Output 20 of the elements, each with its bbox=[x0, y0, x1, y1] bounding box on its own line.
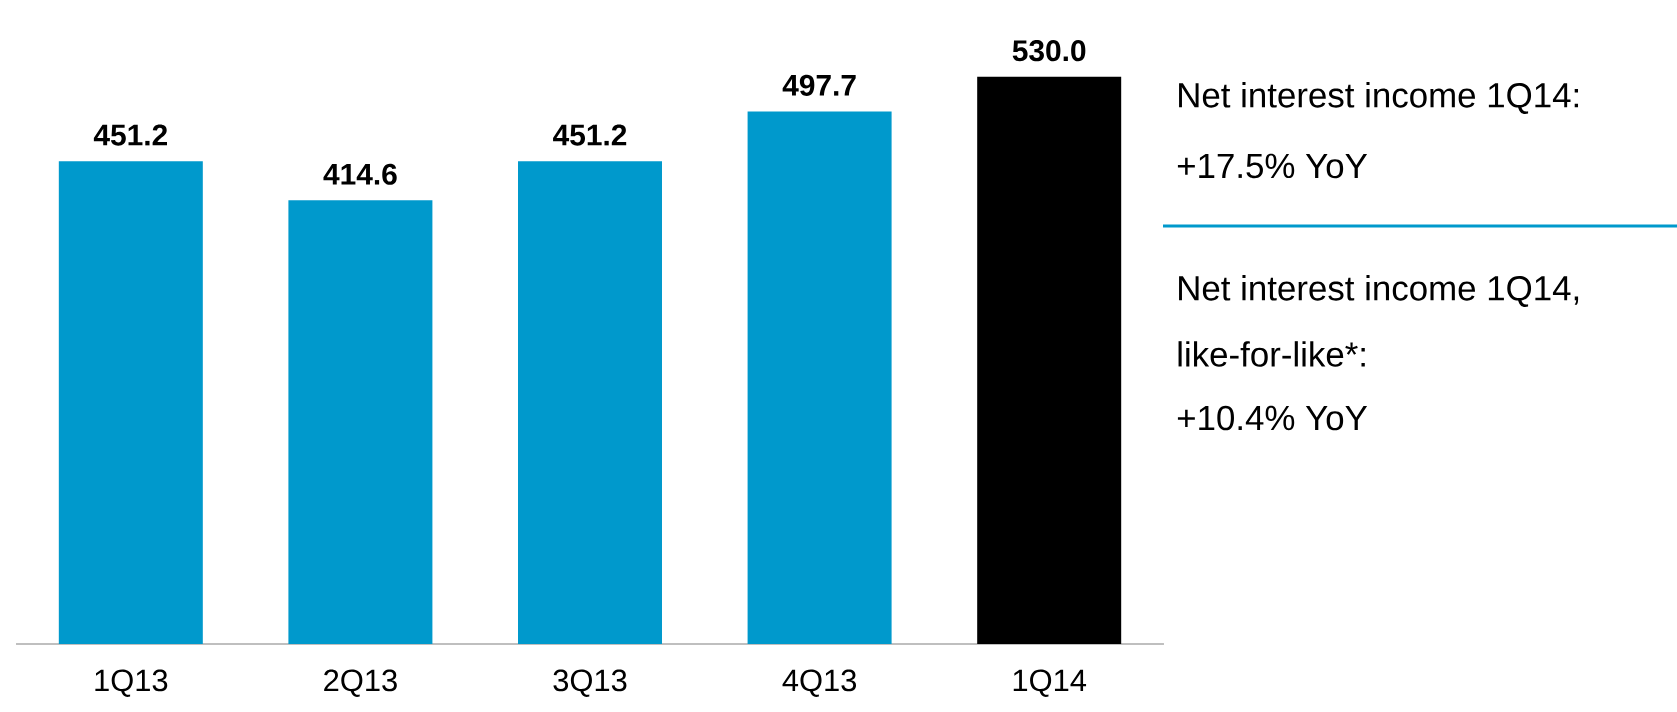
x-tick-label: 3Q13 bbox=[553, 669, 627, 697]
bar bbox=[58, 161, 203, 644]
x-tick-label: 1Q13 bbox=[95, 669, 168, 697]
x-tick-label: 1Q14 bbox=[1013, 669, 1087, 697]
bar bbox=[518, 161, 662, 644]
text: Net interest income 1Q14, bbox=[1179, 275, 1579, 307]
data-label: 497.7 bbox=[782, 74, 856, 96]
text: +10.4% YoY bbox=[1177, 405, 1368, 431]
bar bbox=[747, 111, 892, 644]
data-label: 451.2 bbox=[93, 124, 167, 146]
data-label: 414.6 bbox=[323, 163, 397, 185]
data-label: 530.0 bbox=[1012, 40, 1086, 62]
text: like-for-like*: bbox=[1178, 341, 1365, 367]
x-tick-label: 4Q13 bbox=[782, 669, 857, 697]
text: Net interest income 1Q14: bbox=[1179, 82, 1579, 114]
data-label: 451.2 bbox=[553, 124, 627, 146]
text: +17.5% YoY bbox=[1177, 153, 1368, 179]
bar bbox=[977, 76, 1122, 644]
bar bbox=[288, 200, 433, 644]
x-tick-label: 2Q13 bbox=[324, 669, 397, 697]
